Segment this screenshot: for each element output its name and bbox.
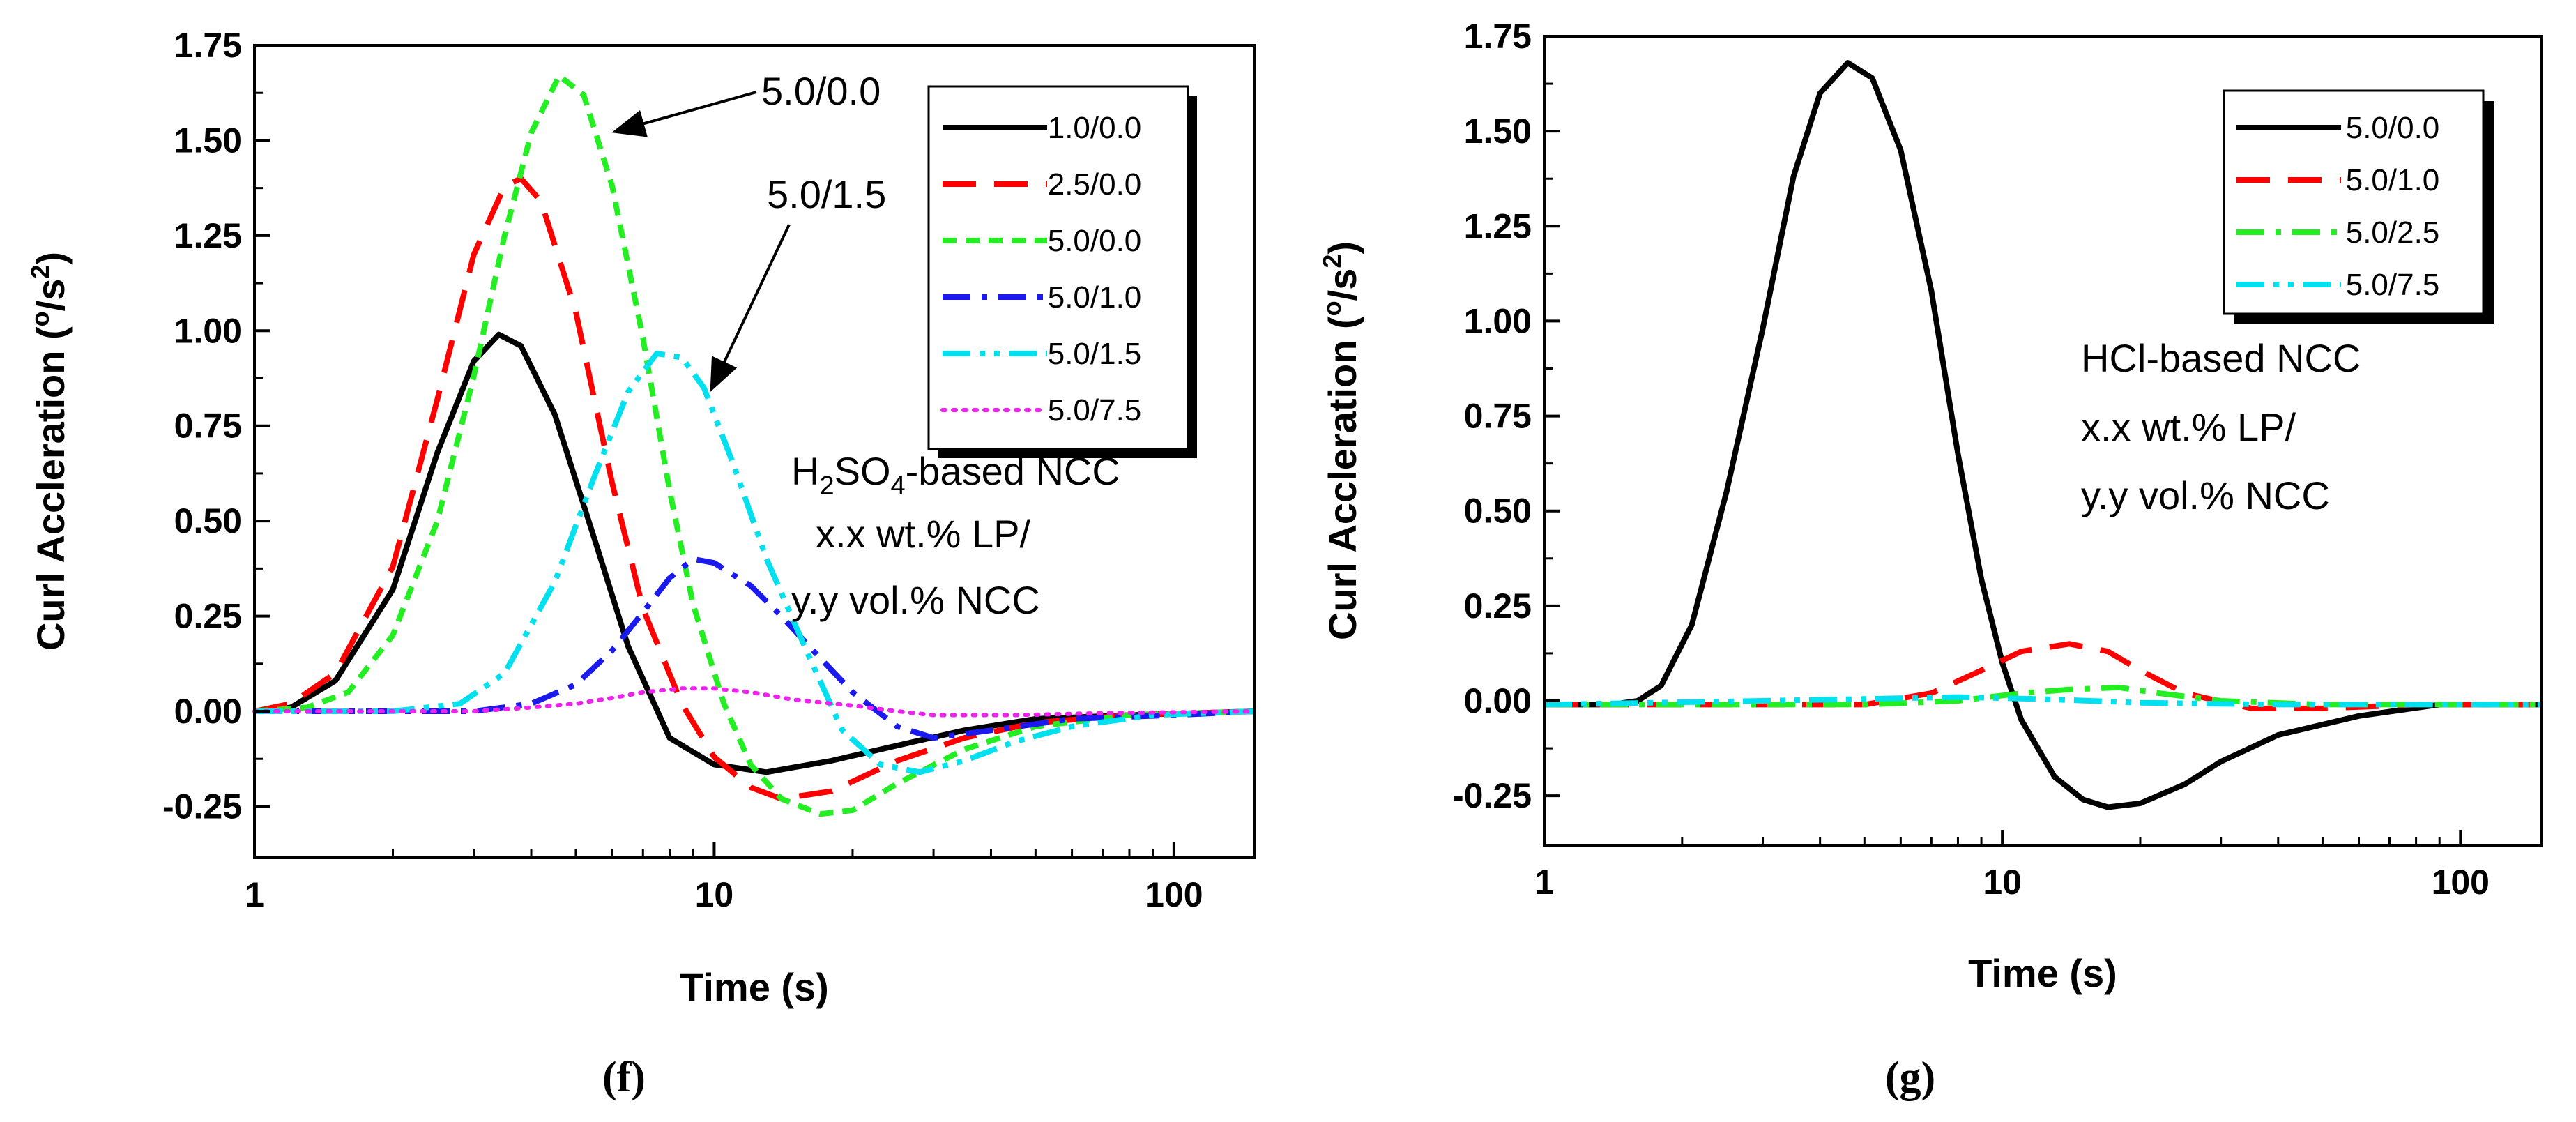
series-line-5-0-1-0-g [1544, 641, 2541, 711]
legend-label-5-0-0-0-g: 5.0/0.0 [2346, 111, 2440, 145]
y-tick-label-f: 0.75 [174, 407, 242, 446]
series-line-5-0-7-5-f [252, 686, 1257, 718]
ncc-type-label-g: HCl-based NCC [2081, 336, 2361, 380]
legend-f: 1.0/0.0 2.5/0.0 5.0/0.0 5.0/1.0 5.0/1.5 5.0/7… [927, 85, 1197, 458]
legend-label-5-0-7-5-f: 5.0/7.5 [1048, 393, 1142, 427]
chart-panel-g: -0.25 0.00 0.25 0.50 0.75 1.00 1.25 1.50 1.75 1 10… [1318, 17, 2543, 1101]
composition-label-1-g: x.x wt.% LP/ [2081, 405, 2296, 449]
composition-label-2-g: y.y vol.% NCC [2081, 473, 2330, 517]
composition-label-1-f: x.x wt.% LP/ [816, 512, 1031, 556]
chart-panel-f: -0.25 0.00 0.25 0.50 0.75 1.00 1.25 1.50 1.75 1 10… [26, 26, 1257, 1101]
composition-label-2-f: y.y vol.% NCC [791, 578, 1040, 622]
legend-label-5-0-1-0-g: 5.0/1.0 [2346, 163, 2440, 197]
axes-frame-f [253, 44, 1256, 859]
plot-area-f [252, 73, 1257, 817]
y-tick-label-f: 1.50 [174, 121, 242, 160]
y-tick-label-f: 1.25 [174, 216, 242, 255]
x-tick-label-g: 1 [1534, 863, 1554, 902]
x-tick-label-f: 100 [1145, 875, 1203, 914]
y-tick-label-g: 1.25 [1464, 206, 1532, 245]
series-line-5-0-2-5-g [1544, 684, 2541, 708]
annotation-5-0-1-5-f: 5.0/1.5 [767, 172, 886, 216]
panel-label-f: (f) [602, 1054, 646, 1101]
y-tick-label-f: 0.25 [174, 597, 242, 636]
series-line-5-0-0-0-g [1544, 60, 2541, 810]
annotation-5-0-0-0-f: 5.0/0.0 [761, 69, 881, 113]
series-line-5-0-7-5-g [1544, 694, 2541, 708]
x-tick-label-f: 1 [245, 875, 264, 914]
x-tick-label-g: 100 [2432, 863, 2490, 902]
legend-label-5-0-7-5-g: 5.0/7.5 [2346, 268, 2440, 302]
x-tick-label-f: 10 [695, 875, 734, 914]
panel-label-g: (g) [1885, 1054, 1935, 1101]
series-line-2-5-0-0-f [254, 176, 1256, 802]
x-axis-title-g: Time (s) [1968, 951, 2117, 995]
y-axis-title-g: Curl Accleration (o/s2) [1318, 241, 1364, 640]
x-tick-label-g: 10 [1983, 863, 2022, 902]
y-axis-title-f: Curl Accleration (o/s2) [26, 252, 73, 651]
y-tick-label-g: 0.75 [1464, 397, 1532, 436]
y-tick-label-g: -0.25 [1452, 776, 1532, 815]
y-tick-label-g: 0.00 [1464, 681, 1532, 720]
arrow-5-0-1-5-f [710, 224, 791, 393]
y-tick-label-f: 1.00 [174, 311, 242, 350]
y-tick-label-f: 0.50 [174, 501, 242, 540]
y-tick-label-f: 1.75 [174, 26, 242, 65]
y-tick-label-g: 0.50 [1464, 492, 1532, 531]
x-axis-title-f: Time (s) [680, 965, 829, 1009]
y-tick-label-f: 0.00 [174, 692, 242, 731]
plot-area-g [1544, 60, 2541, 810]
legend-label-5-0-2-5-g: 5.0/2.5 [2346, 215, 2440, 250]
y-tick-label-g: 1.75 [1464, 17, 1532, 56]
legend-label-5-0-1-5-f: 5.0/1.5 [1048, 337, 1142, 371]
y-tick-label-g: 1.00 [1464, 301, 1532, 340]
ncc-type-label-f: H2SO4-based NCC [791, 449, 1120, 501]
legend-box-f [927, 85, 1189, 450]
legend-g: 5.0/0.0 5.0/1.0 5.0/2.5 5.0/7.5 [2223, 89, 2494, 324]
axes-frame-g [1543, 35, 2543, 847]
arrow-5-0-0-0-f [611, 91, 757, 137]
legend-label-5-0-0-0-f: 5.0/0.0 [1048, 224, 1142, 258]
legend-label-1-0-0-0-f: 1.0/0.0 [1048, 111, 1142, 145]
y-tick-label-f: -0.25 [162, 787, 242, 826]
series-line-5-0-0-0-f [254, 73, 1256, 817]
y-tick-label-g: 1.50 [1464, 112, 1532, 151]
legend-label-2-5-0-0-f: 2.5/0.0 [1048, 167, 1142, 202]
legend-label-5-0-1-0-f: 5.0/1.0 [1048, 280, 1142, 314]
y-tick-label-g: 0.25 [1464, 586, 1532, 626]
ticks-f: -0.25 0.00 0.25 0.50 0.75 1.00 1.25 1.50 1.75 1 10… [162, 26, 1203, 914]
ticks-g: -0.25 0.00 0.25 0.50 0.75 1.00 1.25 1.50 1.75 1 10… [1452, 17, 2490, 902]
series-line-5-0-1-0-f [254, 556, 1256, 741]
